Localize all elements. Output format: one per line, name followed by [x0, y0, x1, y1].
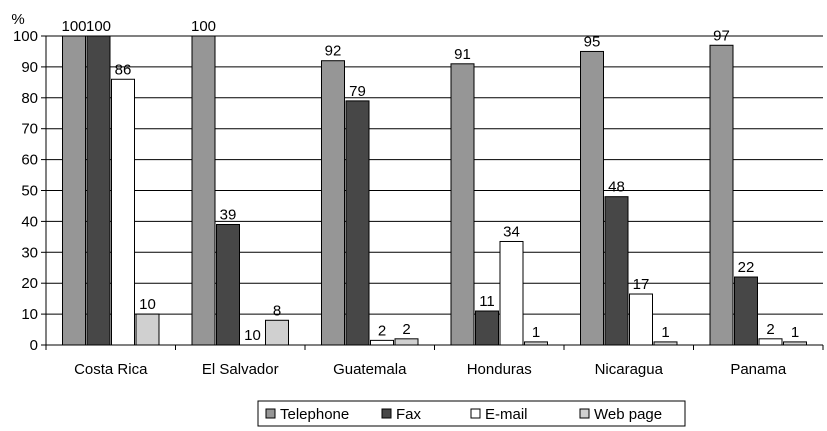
bar-telephone	[709, 44, 734, 346]
y-axis-unit-label: %	[11, 11, 24, 28]
y-tick-label: 70	[21, 121, 38, 138]
data-label: 17	[633, 276, 650, 293]
data-label: 8	[273, 302, 281, 319]
data-label: 22	[738, 259, 755, 276]
y-tick-label: 50	[21, 183, 38, 200]
legend: Telephone Fax E-mail Web page	[257, 400, 686, 427]
bar-e-mail	[370, 339, 394, 346]
bar-fax	[86, 35, 111, 346]
y-tick-label: 40	[21, 213, 38, 230]
data-label: 2	[402, 321, 410, 338]
legend-label: Fax	[396, 406, 422, 423]
legend-swatch	[470, 408, 481, 419]
x-category-label: Guatemala	[333, 361, 407, 378]
data-label: 11	[479, 293, 495, 310]
data-label: 79	[349, 83, 366, 100]
bars	[62, 35, 807, 346]
bar-e-mail	[499, 240, 524, 346]
data-label: 100	[86, 18, 111, 35]
gridlines	[46, 35, 823, 346]
data-label: 1	[661, 324, 669, 341]
bar-telephone	[321, 60, 345, 346]
data-label: 34	[503, 223, 520, 240]
y-tick-label: 60	[21, 152, 38, 169]
bar-fax	[216, 223, 240, 346]
x-category-label: Panama	[730, 361, 787, 378]
y-tick-label: 80	[21, 90, 38, 107]
bar-web-page	[135, 313, 160, 346]
legend-swatch	[265, 408, 276, 419]
data-label: 95	[584, 33, 601, 50]
data-label: 91	[454, 46, 471, 63]
data-label: 10	[244, 327, 261, 344]
data-label: 92	[325, 43, 342, 60]
legend-label: Web page	[594, 406, 662, 423]
bar-fax	[604, 196, 629, 346]
y-tick-label: 100	[13, 28, 38, 45]
bar-fax	[475, 310, 499, 346]
axes	[45, 36, 824, 350]
bar-web-page	[265, 319, 289, 346]
data-label: 100	[61, 18, 86, 35]
bar-fax	[734, 276, 758, 346]
data-label: 97	[713, 27, 730, 44]
legend-swatch	[381, 408, 392, 419]
y-tick-label: 0	[30, 337, 38, 354]
data-label: 48	[608, 179, 625, 196]
x-category-label: Honduras	[467, 361, 532, 378]
data-label: 1	[532, 324, 540, 341]
bar-web-page	[394, 338, 419, 346]
x-category-label: Nicaragua	[595, 361, 664, 378]
bar-telephone	[580, 50, 604, 346]
data-label: 10	[139, 296, 156, 313]
y-axis-ticks: 0 10 20 30 40 50 60 70 80 90 100	[13, 28, 46, 354]
x-category-label: Costa Rica	[74, 361, 148, 378]
bar-e-mail	[111, 78, 135, 346]
bar-e-mail	[758, 338, 783, 346]
bar-fax	[345, 100, 370, 346]
data-label: 1	[791, 324, 799, 341]
bar-telephone	[191, 35, 216, 346]
legend-swatch	[579, 408, 590, 419]
data-label: 39	[220, 206, 237, 223]
y-tick-label: 10	[21, 306, 38, 323]
y-tick-label: 30	[21, 244, 38, 261]
legend-label: E-mail	[485, 406, 528, 423]
bar-telephone	[62, 35, 86, 346]
x-axis-categories: Costa Rica El Salvador Guatemala Honduras Ni…	[74, 361, 787, 378]
legend-label: Telephone	[280, 406, 349, 423]
bar-telephone	[450, 63, 475, 346]
y-tick-label: 90	[21, 59, 38, 76]
y-tick-label: 20	[21, 275, 38, 292]
x-category-label: El Salvador	[202, 361, 279, 378]
data-label: 86	[115, 61, 132, 78]
data-label: 2	[766, 321, 774, 338]
data-label: 100	[191, 18, 216, 35]
bar-e-mail	[629, 293, 653, 346]
data-label: 2	[378, 322, 386, 339]
